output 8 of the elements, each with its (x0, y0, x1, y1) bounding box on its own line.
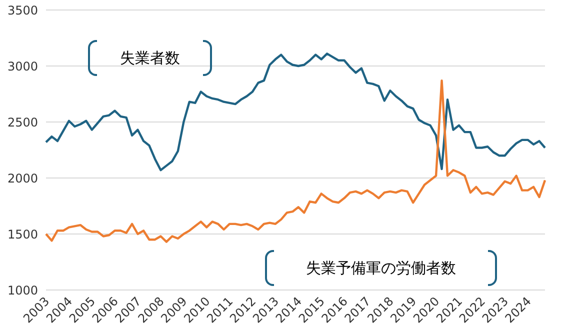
line-series (44, 52, 546, 172)
y-tick-label: 1000 (7, 283, 38, 298)
y-tick-label: 3500 (7, 3, 38, 18)
y-tick-label: 1500 (7, 227, 38, 242)
y-tick-label: 2000 (7, 171, 38, 186)
y-tick-label: 3000 (7, 59, 38, 74)
y-tick-label: 2500 (7, 115, 38, 130)
line-series (44, 79, 546, 243)
